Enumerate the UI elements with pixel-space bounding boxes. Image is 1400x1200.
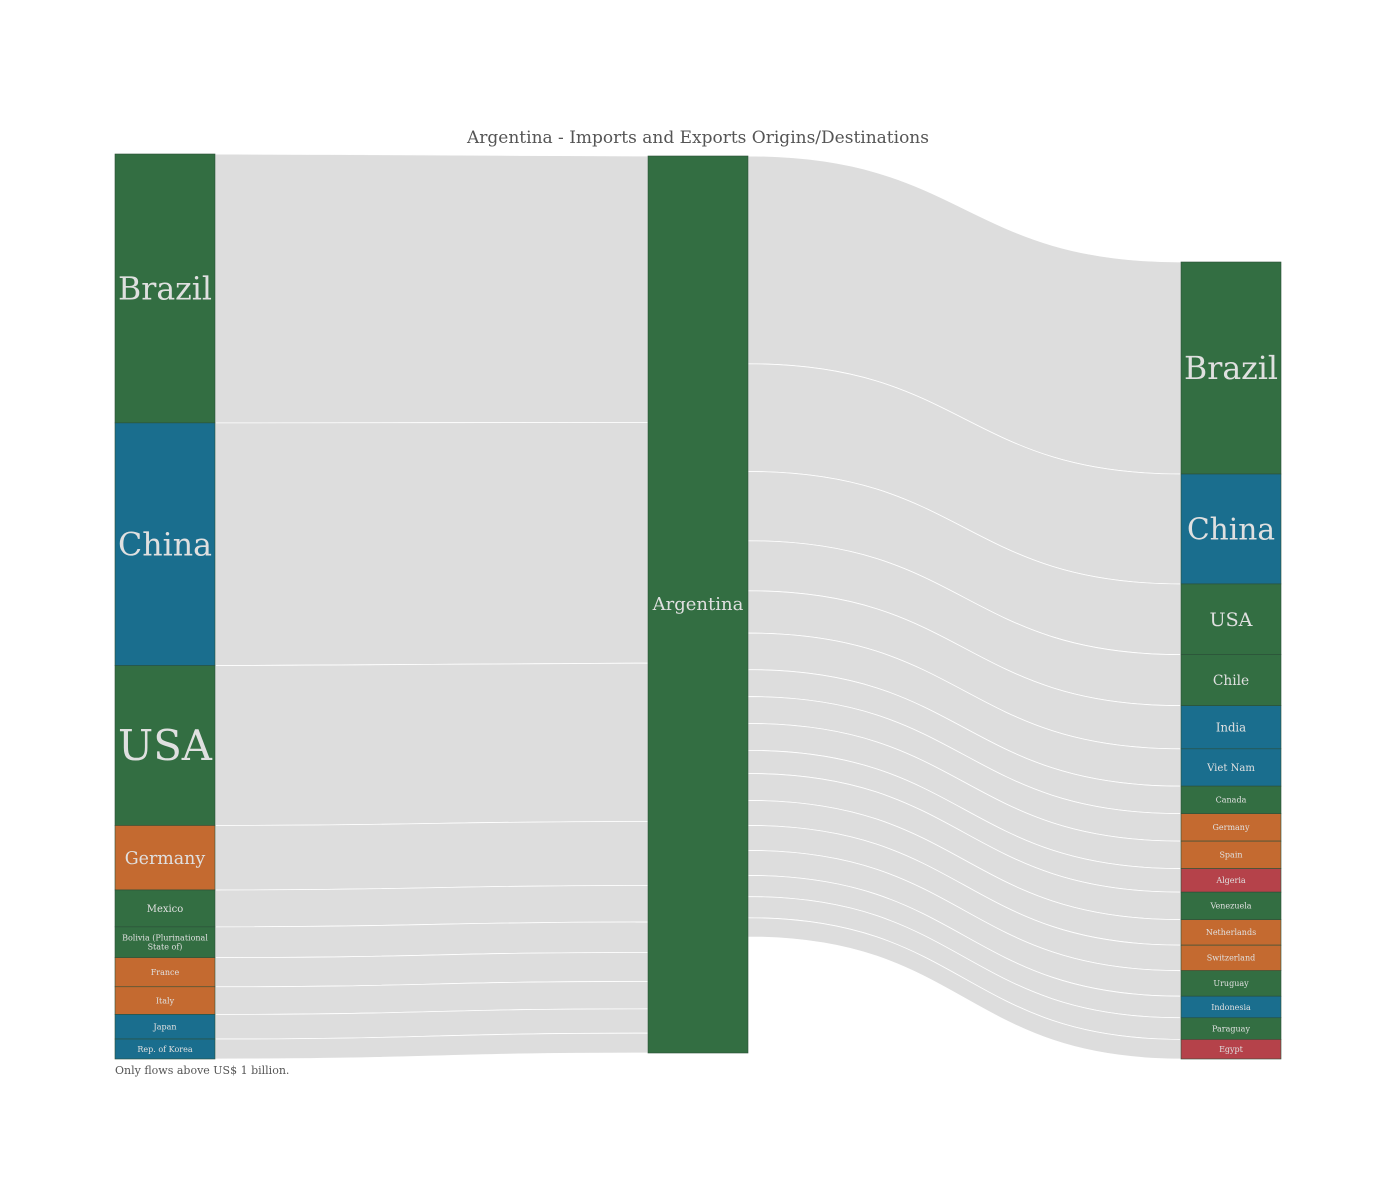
export-node-venezuela [1180, 891, 1282, 920]
export-node-spain [1180, 840, 1282, 869]
export-node-indonesia-label: Indonesia [1211, 1003, 1251, 1012]
import-node-germany-label: Germany [125, 849, 206, 869]
export-node-india [1180, 705, 1282, 750]
export-node-brazil-label: Brazil [1184, 351, 1278, 387]
export-node-switzerland [1180, 944, 1282, 971]
export-node-canada [1180, 785, 1282, 814]
import-node-brazil-label: Brazil [118, 271, 212, 307]
chart-note: Only flows above US$ 1 billion. [115, 1064, 289, 1077]
export-node-brazil [1180, 261, 1282, 475]
import-node-mexico [114, 889, 216, 928]
import-link-brazil [214, 153, 649, 424]
import-node-usa-label: USA [118, 721, 213, 770]
import-node-italy-label: Italy [156, 996, 175, 1005]
center-node-label: Argentina [652, 594, 744, 615]
export-node-switzerland-label: Switzerland [1207, 954, 1255, 963]
import-link-mexico [214, 885, 649, 928]
import-node-brazil [114, 153, 216, 424]
export-node-netherlands-label: Netherlands [1206, 928, 1256, 937]
nodes-layer: Brazil China USA Germany Mexico Bolivia (Plur… [114, 153, 1282, 1060]
import-node-japan-label: Japan [152, 1023, 176, 1032]
export-node-viet-nam [1180, 748, 1282, 787]
export-node-germany-label: Germany [1213, 823, 1250, 832]
import-link-bolivia-plurinational-state-of [214, 921, 649, 958]
export-node-uruguay-label: Uruguay [1213, 979, 1249, 988]
import-node-mexico-label: Mexico [147, 904, 183, 915]
import-node-china-label: China [118, 527, 212, 563]
export-node-egypt-label: Egypt [1219, 1045, 1244, 1054]
export-node-india-label: India [1216, 720, 1246, 734]
import-link-germany [214, 821, 649, 891]
export-node-venezuela-label: Venezuela [1209, 902, 1251, 911]
export-node-china [1180, 473, 1282, 585]
import-node-japan [114, 1014, 216, 1040]
export-node-paraguay-label: Paraguay [1212, 1024, 1250, 1033]
import-link-usa [214, 662, 649, 826]
export-node-canada-label: Canada [1216, 796, 1247, 805]
export-node-egypt [1180, 1039, 1282, 1060]
export-node-viet-nam-label: Viet Nam [1206, 763, 1255, 774]
export-node-spain-label: Spain [1219, 851, 1242, 860]
import-node-rep-of-korea [114, 1038, 216, 1060]
import-node-germany [114, 825, 216, 891]
center-node-argentina [647, 155, 749, 1054]
import-link-china [214, 422, 649, 667]
import-node-bolivia-plurinational-state-of-label: Bolivia (Plurinational State of) [122, 934, 208, 952]
import-node-italy [114, 986, 216, 1015]
import-node-rep-of-korea-label: Rep. of Korea [137, 1045, 192, 1054]
export-node-chile-label: Chile [1213, 673, 1249, 689]
import-node-france [114, 957, 216, 988]
links-layer [214, 153, 1182, 1060]
export-node-netherlands [1180, 919, 1282, 946]
export-node-china-label: China [1187, 511, 1275, 546]
import-node-usa [114, 665, 216, 826]
export-node-algeria-label: Algeria [1215, 876, 1246, 885]
export-node-germany [1180, 813, 1282, 842]
import-node-france-label: France [151, 968, 180, 977]
chart-title: Argentina - Imports and Exports Origins/… [466, 128, 929, 148]
export-node-usa-label: USA [1210, 609, 1253, 631]
import-node-bolivia-plurinational-state-of [114, 926, 216, 958]
